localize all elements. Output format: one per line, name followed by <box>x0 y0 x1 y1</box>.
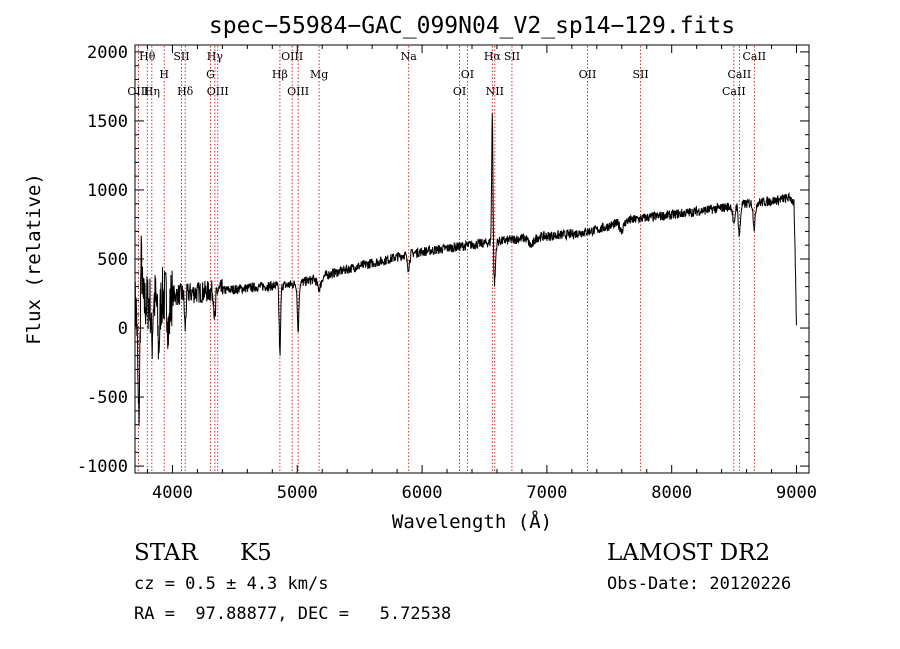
x-tick-label: 8000 <box>651 483 692 503</box>
line-label: CaII <box>728 68 752 81</box>
line-label: OIII <box>207 85 229 98</box>
x-tick-label: 9000 <box>776 483 817 503</box>
line-label: OIII <box>281 50 303 63</box>
line-label: Hγ <box>207 50 224 63</box>
line-label: Hβ <box>272 68 288 81</box>
x-tick-label: 5000 <box>277 483 318 503</box>
line-label: Hη <box>144 85 160 98</box>
y-tick-label: 1000 <box>87 181 128 201</box>
line-label: SII <box>173 50 189 63</box>
coordinates: RA = 97.88877, DEC = 5.72538 <box>134 604 452 624</box>
line-label: OI <box>453 85 466 98</box>
plot-frame <box>134 44 810 474</box>
y-tick-label: 2000 <box>87 43 128 63</box>
spectral-line-labels: OIIIHθHηHSIIHδHγGOIIIHβOIIIOIIIMgNaOIOIH… <box>127 50 766 98</box>
line-label: SII <box>504 50 520 63</box>
line-label: Hα <box>484 50 502 63</box>
line-label: OIII <box>127 85 149 98</box>
line-label: H <box>159 68 169 81</box>
x-axis-label: Wavelength (Å) <box>392 510 552 533</box>
flux-series <box>134 113 797 426</box>
y-tick-label: 1500 <box>87 112 128 132</box>
line-label: CaII <box>722 85 746 98</box>
line-label: OI <box>461 68 474 81</box>
spectral-line-markers <box>137 46 755 472</box>
object-subclass: K5 <box>240 540 272 566</box>
x-tick-label: 4000 <box>152 483 193 503</box>
survey-name: LAMOST DR2 <box>607 540 771 566</box>
line-label: Hδ <box>177 85 194 98</box>
object-class: STAR <box>134 540 198 566</box>
redshift-velocity: cz = 0.5 ± 4.3 km/s <box>134 574 329 594</box>
chart-title: spec−55984−GAC_099N04_V2_sp14−129.fits <box>209 13 735 39</box>
line-label: Hθ <box>139 50 156 63</box>
y-tick-label: -500 <box>87 388 128 408</box>
x-tick-label: 7000 <box>526 483 567 503</box>
axes: 4000 5000 6000 7000 8000 9000 -1000 -500 0 500 100… <box>77 43 817 503</box>
line-label: Na <box>401 50 418 63</box>
y-tick-label: 500 <box>97 250 128 270</box>
line-label: OIII <box>287 85 309 98</box>
y-axis-label: Flux (relative) <box>23 173 45 345</box>
line-label: CaII <box>742 50 766 63</box>
y-tick-label: -1000 <box>77 457 128 477</box>
line-label: OII <box>579 68 597 81</box>
line-label: SII <box>633 68 649 81</box>
line-label: NII <box>486 85 504 98</box>
flux-line <box>134 113 797 426</box>
line-label: G <box>206 68 215 81</box>
observation-date: Obs-Date: 20120226 <box>607 574 792 594</box>
y-tick-label: 0 <box>118 319 128 339</box>
x-tick-label: 6000 <box>402 483 443 503</box>
line-label: Mg <box>310 68 328 81</box>
